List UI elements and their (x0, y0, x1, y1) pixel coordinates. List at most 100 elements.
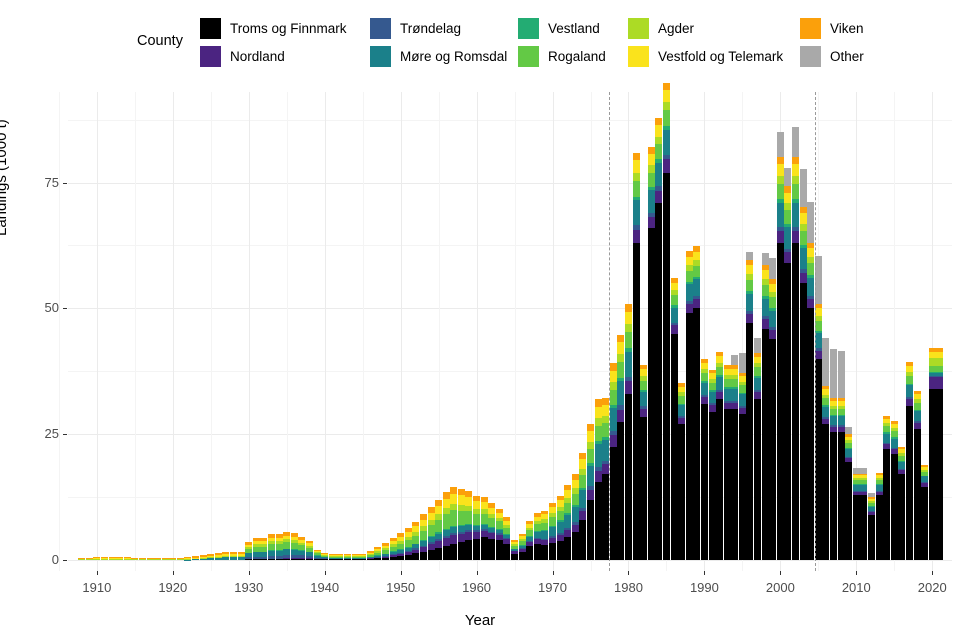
bar-1996[interactable] (746, 252, 754, 560)
bar-1929[interactable] (237, 551, 245, 560)
legend-item-troms_og_finnmark[interactable]: Troms og Finnmark (200, 14, 347, 42)
legend-item-vestfold_og_telemark[interactable]: Vestfold og Telemark (628, 42, 783, 70)
bar-1956[interactable] (442, 492, 450, 560)
bar-1986[interactable] (670, 277, 678, 560)
bar-1933[interactable] (268, 534, 276, 560)
bar-1978[interactable] (609, 363, 617, 560)
bar-1967[interactable] (526, 520, 534, 560)
bar-1949[interactable] (389, 538, 397, 560)
bar-2010[interactable] (852, 467, 860, 560)
bar-1973[interactable] (571, 473, 579, 560)
bar-1932[interactable] (260, 538, 268, 560)
bar-1916[interactable] (138, 557, 146, 560)
bar-1957[interactable] (450, 486, 458, 560)
bar-1963[interactable] (495, 508, 503, 560)
bar-1965[interactable] (511, 540, 519, 560)
bar-1998[interactable] (761, 252, 769, 560)
legend-item-viken[interactable]: Viken (800, 14, 864, 42)
bar-1989[interactable] (693, 246, 701, 560)
bar-1939[interactable] (313, 549, 321, 560)
bar-2012[interactable] (868, 492, 875, 560)
bar-2002[interactable] (792, 126, 800, 560)
bar-1954[interactable] (427, 507, 435, 560)
bar-1940[interactable] (321, 552, 329, 560)
legend-item-rogaland[interactable]: Rogaland (518, 42, 606, 70)
bar-1935[interactable] (283, 532, 291, 560)
bar-1914[interactable] (123, 556, 131, 560)
bar-1970[interactable] (549, 503, 557, 560)
bar-1936[interactable] (290, 533, 298, 560)
bar-1941[interactable] (328, 553, 336, 560)
bar-2003[interactable] (799, 169, 807, 560)
bar-1983[interactable] (647, 147, 655, 560)
bar-1991[interactable] (708, 369, 716, 560)
bar-2019[interactable] (921, 464, 929, 560)
bar-2009[interactable] (845, 427, 853, 560)
bar-1959[interactable] (465, 491, 473, 560)
legend-item-agder[interactable]: Agder (628, 14, 783, 42)
bar-1934[interactable] (275, 534, 283, 560)
bar-1913[interactable] (116, 556, 124, 560)
bar-2016[interactable] (898, 447, 906, 560)
bar-1984[interactable] (655, 117, 663, 560)
bar-1977[interactable] (602, 398, 610, 560)
bar-2017[interactable] (905, 362, 913, 560)
bar-2006[interactable] (822, 338, 830, 560)
bar-1974[interactable] (579, 453, 587, 560)
legend-item-other[interactable]: Other (800, 42, 864, 70)
bar-2008[interactable] (837, 350, 845, 560)
bar-1985[interactable] (662, 82, 670, 560)
bar-1926[interactable] (214, 553, 222, 560)
bar-1944[interactable] (351, 553, 359, 560)
bar-2011[interactable] (860, 468, 868, 560)
bar-1972[interactable] (564, 485, 572, 560)
bar-1945[interactable] (359, 553, 367, 560)
bar-1999[interactable] (769, 257, 777, 560)
bar-1917[interactable] (146, 557, 154, 560)
bar-1951[interactable] (404, 528, 412, 560)
bar-1976[interactable] (594, 399, 602, 560)
bar-1968[interactable] (533, 513, 541, 560)
bar-1995[interactable] (738, 353, 746, 560)
bar-2013[interactable] (875, 473, 883, 560)
bar-2007[interactable] (830, 349, 838, 560)
bar-1962[interactable] (488, 503, 496, 560)
bar-1947[interactable] (374, 547, 382, 560)
bar-1937[interactable] (298, 536, 306, 560)
bar-1942[interactable] (336, 553, 344, 560)
bar-1952[interactable] (412, 521, 420, 560)
bar-1925[interactable] (207, 554, 215, 560)
bar-1993[interactable] (723, 365, 731, 560)
bar-1912[interactable] (108, 557, 116, 560)
bar-1938[interactable] (306, 540, 313, 560)
bar-2020[interactable] (928, 348, 936, 560)
bar-1992[interactable] (716, 352, 724, 560)
bar-2000[interactable] (776, 131, 784, 560)
bar-2004[interactable] (807, 202, 815, 560)
bar-1931[interactable] (252, 538, 260, 560)
bar-1994[interactable] (731, 355, 739, 560)
legend-item-trondelag[interactable]: Trøndelag (370, 14, 507, 42)
bar-1955[interactable] (435, 499, 443, 560)
legend-item-vestland[interactable]: Vestland (518, 14, 606, 42)
bar-1930[interactable] (245, 542, 253, 560)
bar-1927[interactable] (222, 551, 230, 560)
bar-1981[interactable] (632, 152, 640, 560)
bar-2005[interactable] (814, 255, 822, 560)
bar-1982[interactable] (640, 364, 648, 560)
bar-1915[interactable] (131, 557, 139, 560)
bar-1924[interactable] (199, 555, 207, 560)
bar-1928[interactable] (230, 551, 238, 560)
bar-1979[interactable] (617, 334, 625, 560)
bar-1908[interactable] (78, 558, 86, 560)
bar-1953[interactable] (419, 514, 427, 560)
bar-1919[interactable] (161, 557, 169, 560)
bar-1961[interactable] (480, 497, 488, 560)
bar-1921[interactable] (176, 557, 184, 560)
bar-1910[interactable] (93, 557, 101, 560)
bar-1948[interactable] (381, 543, 389, 560)
bar-1909[interactable] (85, 558, 93, 560)
bar-1975[interactable] (587, 424, 594, 560)
bar-1988[interactable] (685, 251, 693, 560)
bar-1964[interactable] (503, 517, 511, 560)
